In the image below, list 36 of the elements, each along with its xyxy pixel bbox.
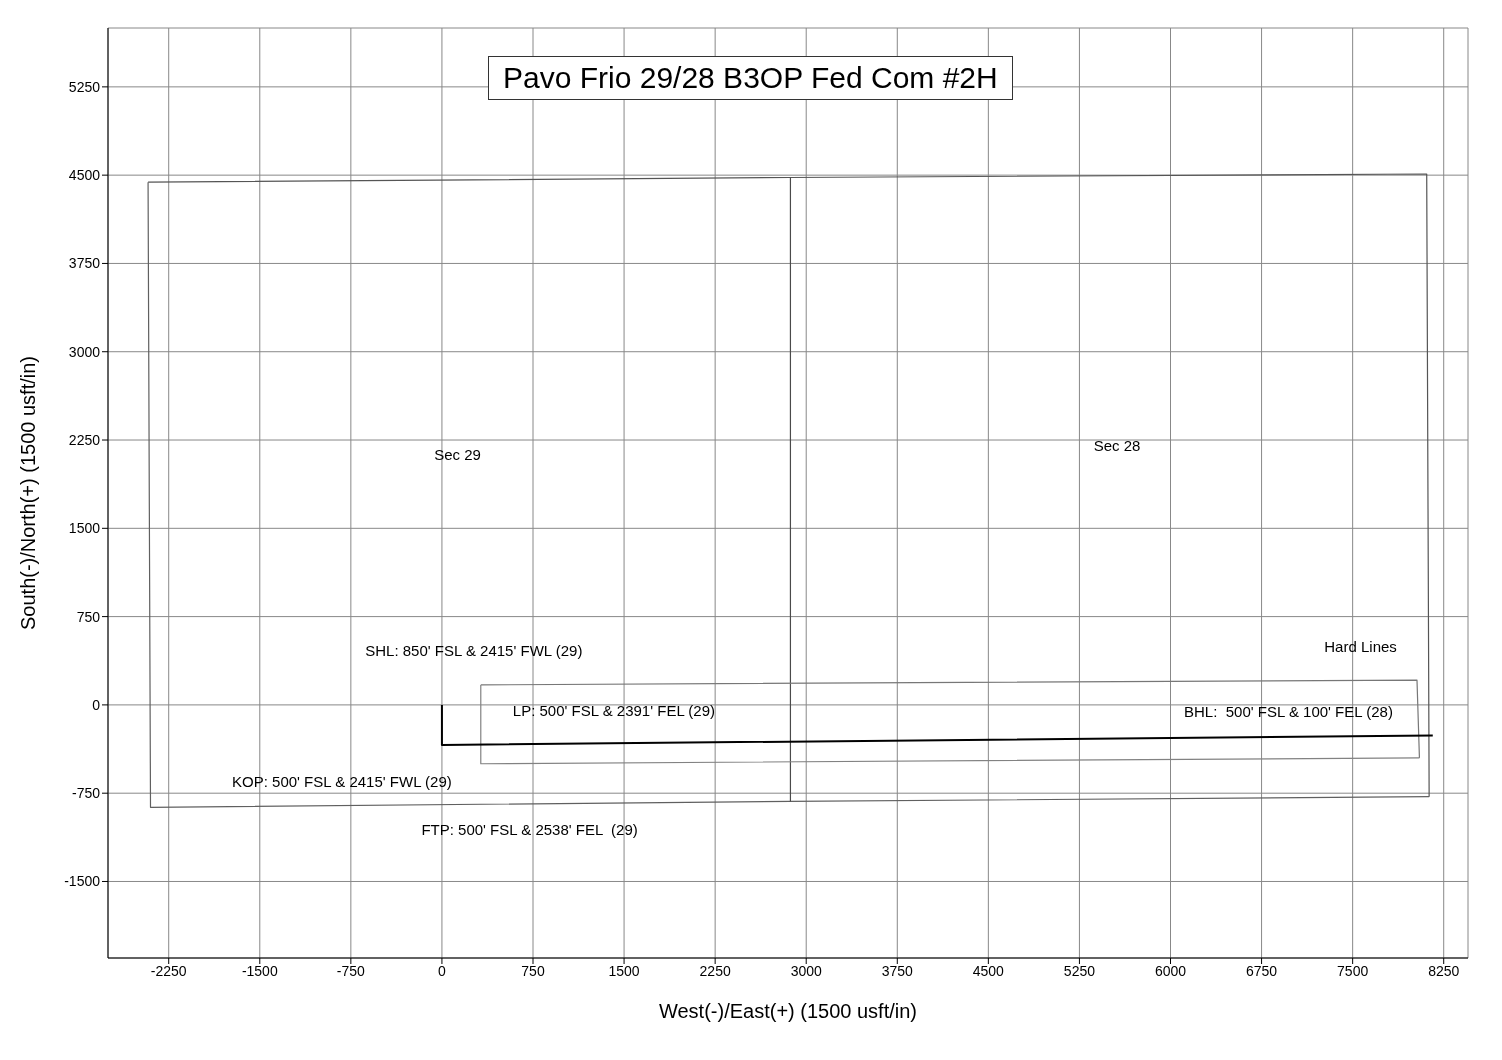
x-tick-label: -1500 <box>241 962 278 979</box>
y-tick-label: 5250 <box>68 78 101 95</box>
y-tick-label: 3000 <box>68 343 101 360</box>
x-axis-title: West(-)/East(+) (1500 usft/in) <box>658 1000 918 1022</box>
x-tick-label: 750 <box>521 962 545 979</box>
y-tick-label: 750 <box>76 608 101 625</box>
x-tick-label: -2250 <box>150 962 187 979</box>
y-tick-label: -1500 <box>64 873 101 890</box>
annotation: Sec 28 <box>1093 436 1141 454</box>
x-tick-label: 6750 <box>1245 962 1278 979</box>
y-tick-label: 4500 <box>68 167 101 184</box>
y-tick-label: -750 <box>71 785 101 802</box>
x-tick-label: 8250 <box>1428 962 1460 979</box>
annotation: Hard Lines <box>1324 637 1397 655</box>
x-tick-label: 3000 <box>790 962 822 979</box>
x-tick-label: 3750 <box>881 962 914 979</box>
y-tick-label: 3750 <box>68 255 101 272</box>
x-tick-label: 7500 <box>1337 962 1369 979</box>
annotation: SHL: 850' FSL & 2415' FWL (29) <box>365 641 583 659</box>
x-tick-label: 6000 <box>1154 962 1187 979</box>
text: Pavo Frio 29/28 B3OP Fed Com #2H <box>488 56 1013 100</box>
x-tick-label: -750 <box>336 962 366 979</box>
annotation: FTP: 500' FSL & 2538' FEL (29) <box>421 820 638 838</box>
y-tick-label: 0 <box>92 696 101 713</box>
annotation: KOP: 500' FSL & 2415' FWL (29) <box>232 772 452 790</box>
x-tick-label: 1500 <box>608 962 640 979</box>
annotation: LP: 500' FSL & 2391' FEL (29) <box>512 701 716 719</box>
annotation: BHL: 500' FSL & 100' FEL (28) <box>1184 702 1393 720</box>
y-tick-label: 2250 <box>68 432 101 448</box>
x-tick-label: 5250 <box>1063 962 1096 979</box>
y-axis-title: South(-)/North(+) (1500 usft/in) <box>17 356 40 630</box>
x-tick-label: 0 <box>438 962 447 979</box>
x-tick-label: 2250 <box>699 962 731 979</box>
y-tick-label: 1500 <box>68 520 101 537</box>
annotation: Sec 29 <box>434 445 481 463</box>
x-tick-label: 4500 <box>972 962 1005 979</box>
